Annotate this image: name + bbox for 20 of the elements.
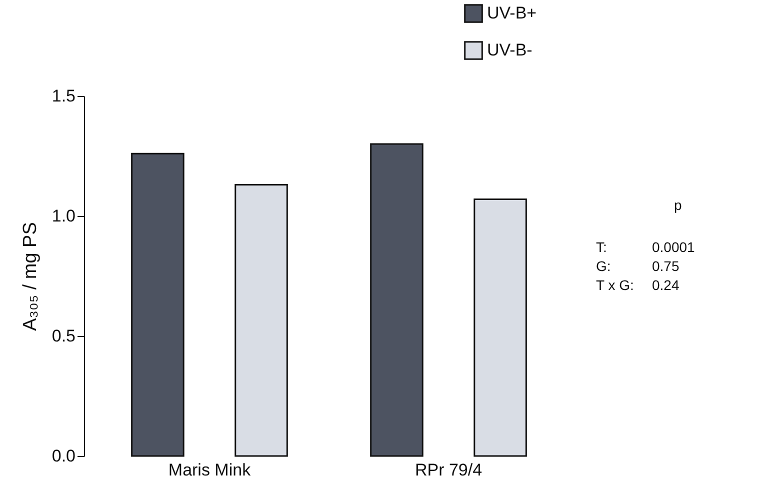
text: 0.24 xyxy=(652,277,680,293)
text: p xyxy=(674,197,682,213)
x-tick-label: RPr 79/4 xyxy=(414,460,482,480)
text: 0.0001 xyxy=(652,239,696,255)
y-tick-label: 0.0 xyxy=(52,446,76,466)
y-tick-label: 1.5 xyxy=(52,86,76,106)
y-tick-label: 0.5 xyxy=(52,326,76,346)
text: T: xyxy=(596,239,607,255)
y-axis-title: A₃₀₅ / mg PS xyxy=(20,222,41,331)
bar xyxy=(234,184,288,457)
text: 0.75 xyxy=(652,258,680,274)
text: T x G: xyxy=(596,277,634,293)
legend-label: UV-B+ xyxy=(487,4,537,22)
bar xyxy=(131,152,184,457)
bar xyxy=(474,198,527,457)
text: G: xyxy=(596,258,611,274)
x-tick-label: Maris Mink xyxy=(168,460,252,480)
bar xyxy=(370,143,424,457)
legend-label: UV-B- xyxy=(487,40,532,60)
y-tick-label: 1.0 xyxy=(52,206,76,226)
